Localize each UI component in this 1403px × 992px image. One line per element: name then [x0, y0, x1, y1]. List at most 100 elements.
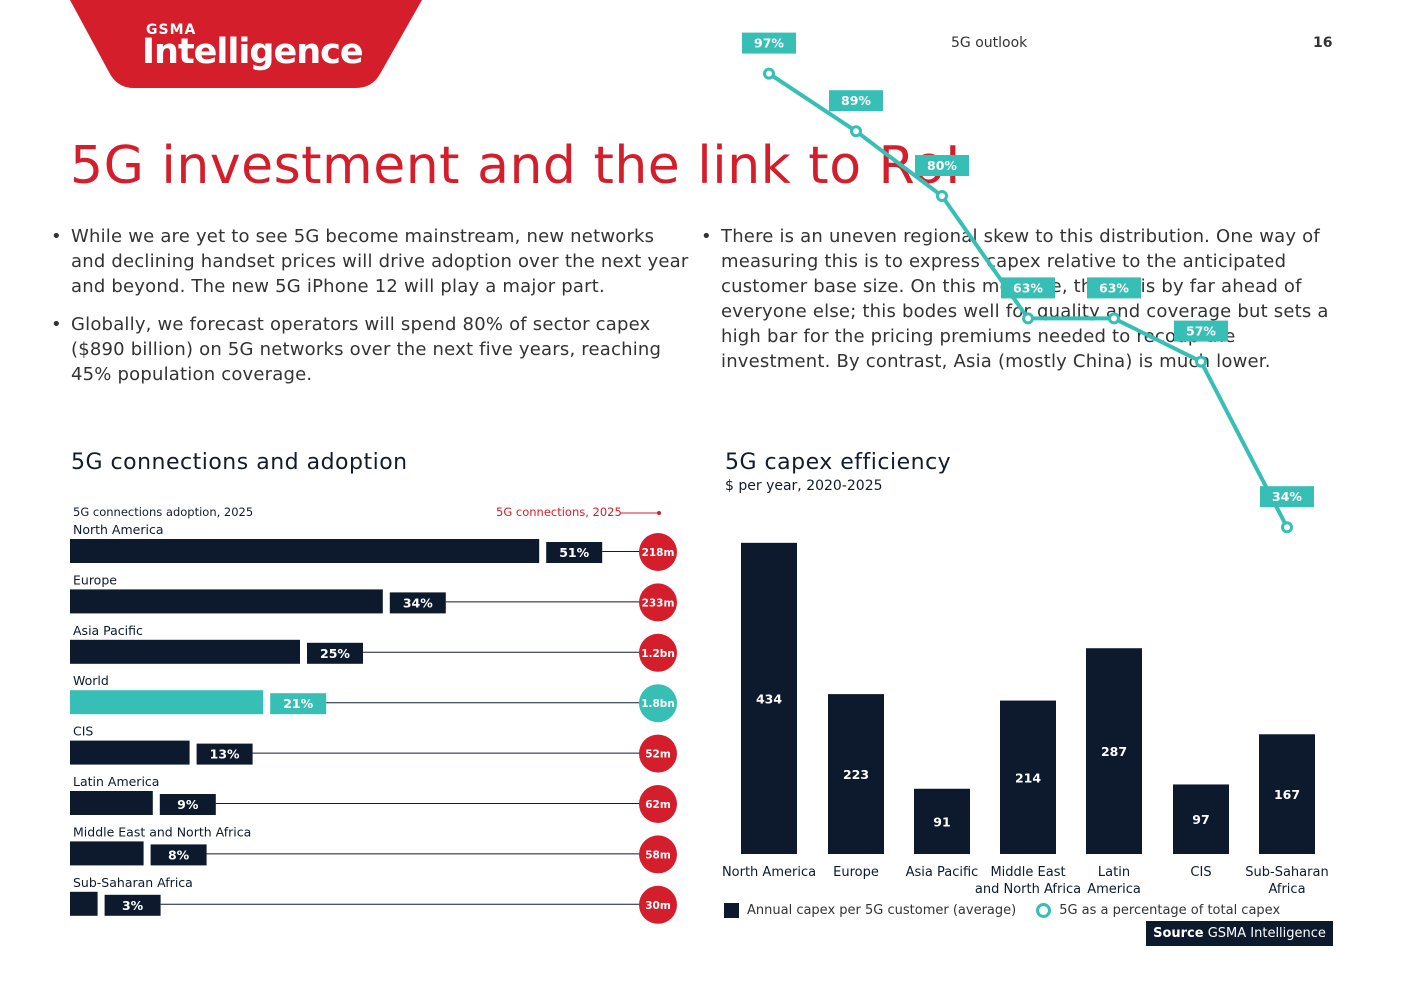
x-tick-label: Africa — [1268, 882, 1305, 897]
percentage-marker — [1108, 312, 1120, 325]
x-tick-label: Latin — [1098, 865, 1130, 880]
source-text: GSMA Intelligence — [1207, 926, 1326, 941]
x-tick-label: Europe — [833, 865, 879, 880]
category-label: Europe — [73, 572, 117, 587]
adoption-label: 8% — [168, 847, 190, 862]
adoption-label-box — [307, 642, 363, 664]
connections-label: 218m — [642, 547, 675, 559]
logo-intelligence: Intelligence — [142, 32, 364, 72]
adoption-label-box — [546, 542, 603, 563]
capex-value-label: 91 — [933, 814, 950, 829]
category-label: World — [73, 673, 109, 688]
connections-circle — [639, 785, 677, 823]
percentage-label: 63% — [1099, 280, 1129, 295]
logo-tab — [70, 0, 422, 88]
bullets-left: While we are yet to see 5G become mainst… — [51, 224, 691, 400]
adoption-bar — [70, 589, 383, 614]
capex-bar — [828, 694, 884, 854]
connections-circle — [639, 835, 677, 874]
adoption-bar — [70, 639, 300, 664]
capex-value-label: 167 — [1274, 787, 1300, 802]
section-title: 5G outlook — [951, 35, 1028, 51]
connections-circle — [639, 633, 677, 672]
category-label: Latin America — [73, 774, 159, 789]
connections-label: 1.8bn — [641, 698, 675, 710]
percentage-label-box — [1174, 320, 1228, 342]
percentage-label: 63% — [1013, 280, 1043, 295]
category-label: North America — [73, 522, 164, 537]
adoption-label-box — [104, 894, 161, 916]
adoption-bar — [70, 690, 264, 715]
percentage-label-box — [1001, 277, 1055, 299]
x-tick-label: Asia Pacific — [906, 865, 979, 880]
bullet-item: Globally, we forecast operators will spe… — [51, 312, 691, 387]
category-label: CIS — [73, 724, 93, 739]
x-tick-label: Middle East — [990, 865, 1065, 880]
adoption-bar — [70, 841, 144, 866]
adoption-label-box — [150, 844, 207, 866]
adoption-label: 13% — [210, 747, 240, 762]
connections-label: 52m — [645, 749, 671, 761]
connections-circle — [639, 885, 677, 924]
x-tick-label: North America — [722, 865, 816, 880]
adoption-label-box — [196, 743, 253, 765]
legend-line-marker — [1036, 903, 1052, 918]
connections-label: 58m — [645, 849, 671, 861]
adoption-bar — [70, 740, 190, 765]
adoption-label: 51% — [559, 545, 589, 560]
legend-bar-swatch — [724, 903, 739, 918]
percentage-label-box — [1087, 277, 1141, 299]
connections-circle — [639, 583, 677, 622]
adoption-label: 25% — [320, 646, 350, 661]
page-number: 16 — [1313, 35, 1333, 51]
adoption-label: 34% — [403, 595, 433, 610]
adoption-label: 21% — [283, 696, 313, 711]
legend-adoption: 5G connections adoption, 2025 — [73, 505, 254, 519]
connections-label: 30m — [645, 900, 671, 912]
capex-value-label: 434 — [756, 691, 782, 706]
adoption-bar — [70, 891, 98, 916]
connections-label: 62m — [645, 799, 671, 811]
legend-connections-arrow — [620, 511, 661, 515]
source-box: Source GSMA Intelligence — [1146, 921, 1333, 946]
percentage-marker — [936, 190, 948, 202]
legend-connections: 5G connections, 2025 — [496, 505, 622, 519]
page-title: 5G investment and the link to RoI — [70, 136, 961, 196]
right-chart: 434 North America 223 Europe 91 Asia Pacific 2… — [722, 32, 1329, 897]
adoption-bar — [70, 539, 540, 563]
percentage-label-box — [915, 155, 969, 176]
legend-line-label: 5G as a percentage of total capex — [1059, 903, 1281, 918]
capex-bar — [741, 542, 797, 854]
percentage-label-box — [1260, 486, 1314, 508]
percentage-label: 89% — [841, 93, 871, 108]
capex-value-label: 287 — [1101, 744, 1127, 759]
percentage-marker — [850, 125, 862, 138]
percentage-label-box — [742, 32, 796, 54]
capex-bar — [1259, 734, 1315, 854]
percentage-label-box — [829, 90, 883, 112]
capex-bar — [914, 788, 970, 854]
connections-circle — [639, 734, 677, 773]
percentage-line — [767, 71, 1289, 529]
capex-bar — [1000, 700, 1056, 854]
connections-circle — [639, 684, 677, 723]
capex-value-label: 223 — [843, 767, 869, 782]
connections-label: 1.2bn — [641, 648, 675, 660]
connections-label: 233m — [642, 597, 675, 609]
x-tick-label: CIS — [1190, 865, 1211, 880]
category-label: Middle East and North Africa — [73, 824, 251, 839]
percentage-marker — [1281, 521, 1293, 534]
adoption-label-box — [270, 693, 327, 715]
bullet-item: While we are yet to see 5G become mainst… — [51, 224, 691, 299]
right-chart-title: 5G capex efficiency — [725, 450, 952, 475]
capex-value-label: 97 — [1192, 812, 1209, 827]
category-label: Asia Pacific — [73, 623, 143, 638]
right-chart-legend: Annual capex per 5G customer (average) 5… — [724, 903, 1280, 918]
left-chart: North America 51% 218m Europe 34% 233m Asia Pa… — [70, 522, 677, 924]
percentage-marker — [763, 67, 775, 80]
category-label: Sub-Saharan Africa — [73, 875, 193, 890]
percentage-label: 57% — [1186, 324, 1216, 339]
logo-gsma: GSMA — [146, 22, 197, 38]
capex-value-label: 214 — [1015, 770, 1041, 785]
legend-bar-label: Annual capex per 5G customer (average) — [747, 903, 1017, 918]
